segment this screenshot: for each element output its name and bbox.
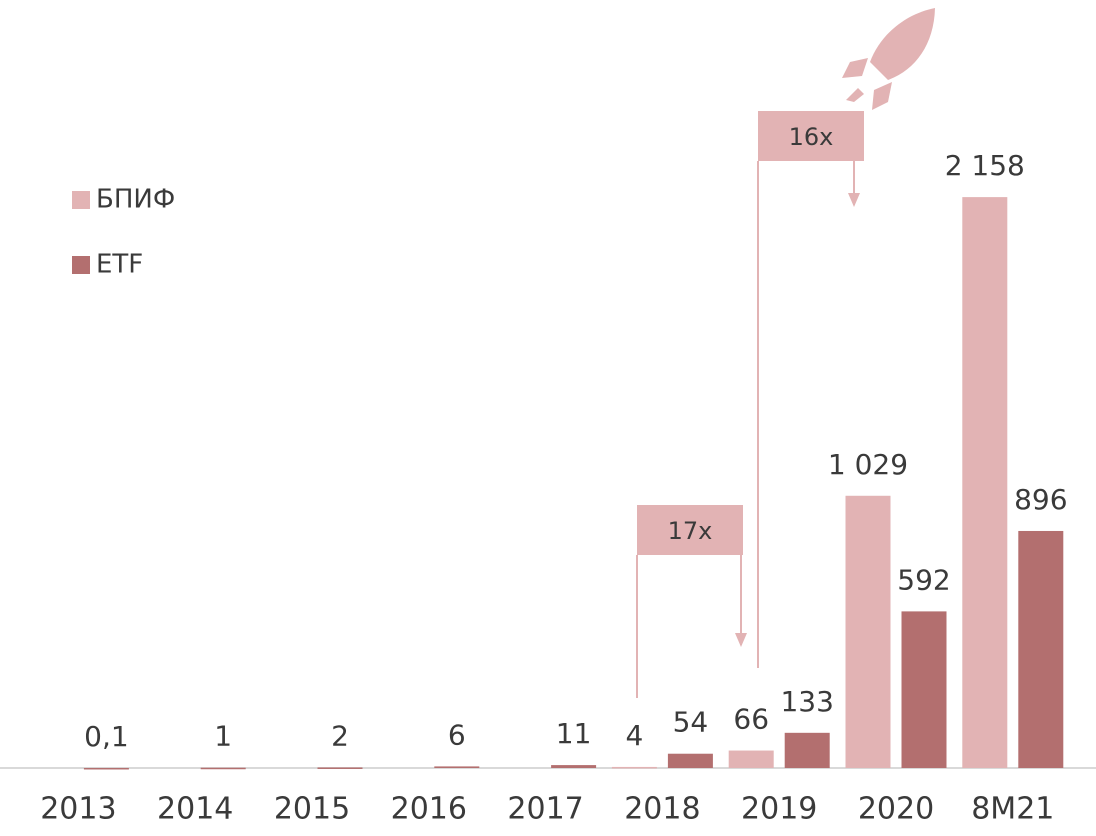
legend-swatch	[72, 191, 90, 209]
annotation-arrow	[735, 633, 747, 647]
value-label: 66	[733, 703, 769, 736]
bar	[200, 767, 246, 770]
annotation-box	[758, 111, 864, 161]
value-label: 54	[673, 706, 709, 739]
value-label: 1	[214, 720, 232, 753]
bar	[901, 611, 947, 768]
bar	[551, 765, 597, 768]
x-tick-label: 2015	[274, 792, 350, 827]
x-tick-label: 8M21	[971, 792, 1054, 827]
value-label: 2 158	[945, 149, 1025, 182]
x-tick-label: 2016	[391, 792, 467, 827]
value-label: 6	[448, 718, 466, 751]
value-label: 2	[331, 719, 349, 752]
bar	[784, 732, 830, 768]
value-label: 0,1	[84, 720, 129, 753]
rocket-icon	[842, 8, 935, 110]
x-tick-label: 2014	[157, 792, 233, 827]
value-label: 4	[625, 719, 643, 752]
bar	[962, 197, 1008, 769]
annotation-box	[637, 505, 743, 555]
value-label: 11	[556, 717, 592, 750]
annotation-text: 17x	[668, 517, 713, 545]
x-tick-label: 2013	[40, 792, 116, 827]
bar	[611, 766, 657, 769]
annotation-arrow	[848, 193, 860, 207]
value-label: 133	[780, 685, 833, 718]
value-label: 896	[1014, 483, 1067, 516]
bar	[83, 767, 129, 770]
legend-swatch	[72, 256, 90, 274]
legend-label: БПИФ	[96, 185, 175, 215]
bar	[667, 753, 713, 768]
annotation-text: 16x	[789, 123, 834, 151]
bar	[728, 750, 774, 768]
x-tick-label: 2018	[624, 792, 700, 827]
x-tick-label: 2020	[858, 792, 934, 827]
x-tick-label: 2019	[741, 792, 817, 827]
bar	[434, 766, 480, 768]
value-label: 592	[897, 563, 950, 596]
legend-label: ETF	[96, 250, 143, 280]
value-label: 1 029	[828, 448, 908, 481]
x-tick-label: 2017	[507, 792, 583, 827]
bar	[1018, 530, 1064, 768]
bar	[845, 495, 891, 768]
bar	[317, 767, 363, 769]
